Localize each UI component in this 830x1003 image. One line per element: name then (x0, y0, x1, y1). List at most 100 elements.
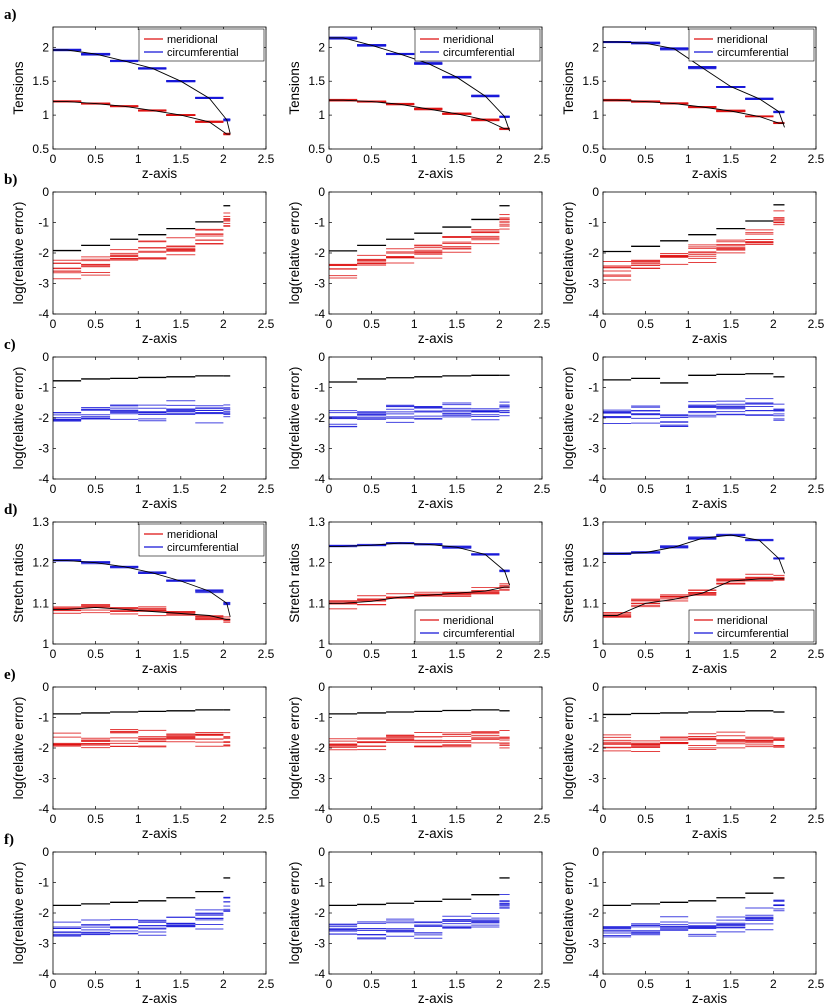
y-tick-label: -3 (314, 277, 325, 291)
x-tick-label: 1 (135, 647, 142, 661)
y-tick-label: -3 (588, 937, 599, 951)
plot-area (603, 877, 785, 938)
x-tick-label: 0 (326, 152, 333, 166)
y-tick-label: 0 (592, 845, 599, 859)
y-tick-label: -2 (588, 246, 599, 260)
x-tick-label: 2.5 (808, 977, 825, 991)
y-tick-label: -2 (314, 246, 325, 260)
y-tick-label: -1 (38, 711, 49, 725)
x-tick-label: 1 (411, 317, 418, 331)
x-tick-label: 1 (411, 977, 418, 991)
axes-frame (328, 686, 543, 810)
legend-meridional-label: meridional (443, 34, 494, 46)
y-tick-label: -1 (588, 381, 599, 395)
x-tick-label: 1.5 (448, 647, 465, 661)
x-axis-label: z-axis (692, 826, 728, 841)
y-tick-label: 1 (318, 108, 325, 122)
x-tick-label: 2 (220, 812, 227, 826)
x-tick-label: 1 (685, 482, 692, 496)
x-tick-label: 2 (496, 977, 503, 991)
y-axis-label: log(relative error) (287, 367, 302, 470)
x-tick-label: 1.5 (722, 977, 739, 991)
x-tick-label: 1.5 (172, 152, 189, 166)
x-tick-label: 0 (326, 317, 333, 331)
x-tick-label: 1 (135, 317, 142, 331)
axes-frame (602, 26, 817, 150)
y-tick-label: -2 (314, 411, 325, 425)
y-tick-label: 0.5 (582, 142, 599, 156)
panel-c-3: 0 0.5 1 1.5 2 2.5 -4 -3 -2 -1 0 z-axis log(relative … (561, 350, 825, 511)
y-tick-label: -1 (588, 216, 599, 230)
legend-circumferential-label: circumferential (443, 47, 515, 59)
plot-area (53, 205, 231, 280)
x-axis-label: z-axis (418, 991, 454, 1003)
x-tick-label: 0 (600, 812, 607, 826)
plot-area (329, 36, 511, 132)
x-tick-label: 0 (326, 812, 333, 826)
plot-area (603, 204, 785, 281)
panel-b-3: 0 0.5 1 1.5 2 2.5 -4 -3 -2 -1 0 z-axis log(relative … (561, 185, 825, 346)
y-tick-label: -2 (38, 246, 49, 260)
x-axis-label: z-axis (142, 826, 178, 841)
y-tick-label: -1 (588, 711, 599, 725)
y-tick-label: -4 (588, 802, 599, 816)
y-tick-label: 0 (318, 185, 325, 199)
x-tick-label: 2.5 (258, 977, 275, 991)
x-tick-label: 0.5 (363, 977, 380, 991)
x-axis-label: z-axis (142, 661, 178, 676)
x-tick-label: 0 (600, 482, 607, 496)
y-tick-label: 0 (42, 845, 49, 859)
x-axis-label: z-axis (418, 331, 454, 346)
y-tick-label: -2 (38, 906, 49, 920)
meridional-reference-curve (329, 99, 510, 130)
y-tick-label: 0 (318, 845, 325, 859)
y-tick-label: 1.2 (582, 556, 599, 570)
y-axis-label: Stretch ratios (11, 543, 26, 623)
legend-circumferential-label: circumferential (717, 628, 789, 640)
y-tick-label: 1.5 (32, 74, 49, 88)
x-tick-label: 2.5 (534, 152, 551, 166)
circumferential-reference-curve (329, 542, 511, 586)
x-tick-label: 2 (220, 482, 227, 496)
x-tick-label: 0.5 (87, 317, 104, 331)
y-tick-label: -1 (314, 381, 325, 395)
x-tick-label: 0.5 (87, 152, 104, 166)
y-tick-label: -1 (38, 876, 49, 890)
y-tick-label: -4 (314, 967, 325, 981)
y-tick-label: 0 (318, 680, 325, 694)
circumferential-reference-curve (603, 534, 785, 574)
y-tick-label: 1.3 (582, 515, 599, 529)
y-tick-label: 1.2 (308, 556, 325, 570)
x-tick-label: 0 (50, 812, 57, 826)
plot-area (53, 48, 231, 136)
x-tick-label: 0.5 (363, 152, 380, 166)
x-tick-label: 0.5 (637, 482, 654, 496)
y-tick-label: -2 (314, 906, 325, 920)
legend-meridional-label: meridional (717, 34, 768, 46)
y-axis-label: Tensions (287, 61, 302, 115)
plot-area (603, 373, 785, 427)
y-tick-label: -4 (314, 307, 325, 321)
y-axis-label: Tensions (561, 61, 576, 115)
x-axis-label: z-axis (692, 166, 728, 181)
y-tick-label: -3 (588, 277, 599, 291)
plot-area (603, 40, 785, 128)
x-tick-label: 0.5 (637, 152, 654, 166)
circumferential-reference-curve (329, 37, 511, 132)
x-axis-label: z-axis (142, 166, 178, 181)
y-axis-label: log(relative error) (561, 367, 576, 470)
x-tick-label: 1.5 (448, 317, 465, 331)
legend-box (414, 28, 541, 62)
x-tick-label: 2.5 (258, 317, 275, 331)
panel-d-3: 0 0.5 1 1.5 2 2.5 1 1.1 1.2 1.3 z-axis Stretch rati… (561, 515, 825, 676)
x-tick-label: 1.5 (722, 812, 739, 826)
legend-box (688, 609, 815, 643)
x-tick-label: 1 (685, 152, 692, 166)
panel-b-2: 0 0.5 1 1.5 2 2.5 -4 -3 -2 -1 0 z-axis log(relative … (287, 185, 551, 346)
panel-b-1: 0 0.5 1 1.5 2 2.5 -4 -3 -2 -1 0 z-axis log(relative … (11, 185, 275, 346)
x-tick-label: 1.5 (448, 482, 465, 496)
